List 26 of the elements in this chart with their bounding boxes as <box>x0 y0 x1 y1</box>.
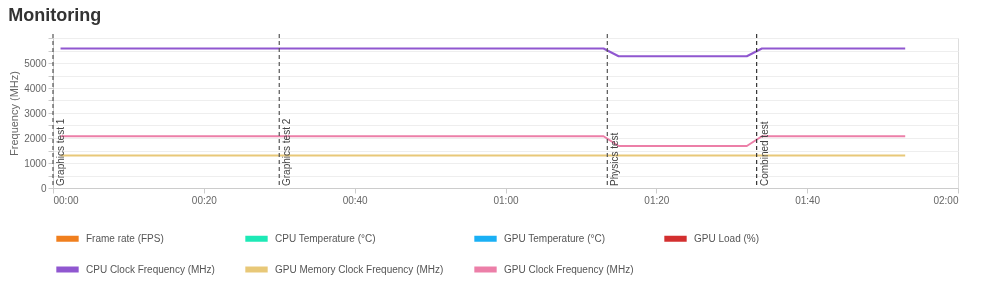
legend-label: GPU Memory Clock Frequency (MHz) <box>275 263 444 275</box>
y-tick-label: 4000 <box>24 82 47 94</box>
x-tick-label: 01:00 <box>493 194 519 206</box>
legend-label: GPU Load (%) <box>694 232 760 244</box>
y-tick-label: 3000 <box>24 107 47 119</box>
x-tick-label: 00:40 <box>342 194 369 206</box>
x-tick-label: 00:00 <box>53 194 79 206</box>
x-tick-label: 00:20 <box>191 194 218 206</box>
y-tick-label: 0 <box>40 182 47 194</box>
x-tick-label: 01:20 <box>644 194 670 206</box>
legend-label: GPU Temperature (°C) <box>504 232 606 244</box>
chart-title: Monitoring <box>8 4 102 25</box>
x-tick-label: 02:00 <box>933 194 959 206</box>
legend-label: CPU Temperature (°C) <box>275 232 376 244</box>
ref-line-label: Graphics test 2 <box>281 118 293 186</box>
y-tick-label: 5000 <box>24 57 47 69</box>
ref-line-label: Graphics test 1 <box>55 118 66 186</box>
ref-line-label: Physics test <box>609 132 621 186</box>
ref-line-label: Combined test <box>758 121 770 186</box>
y-tick-label: 2000 <box>24 132 47 144</box>
legend-label: GPU Clock Frequency (MHz) <box>504 263 634 275</box>
y-axis-title: Frequency (MHz) <box>8 71 21 156</box>
x-tick-label: 01:40 <box>795 194 821 206</box>
legend-label: Frame rate (FPS) <box>86 232 164 244</box>
y-tick-label: 1000 <box>24 157 47 169</box>
legend-label: CPU Clock Frequency (MHz) <box>86 263 215 275</box>
